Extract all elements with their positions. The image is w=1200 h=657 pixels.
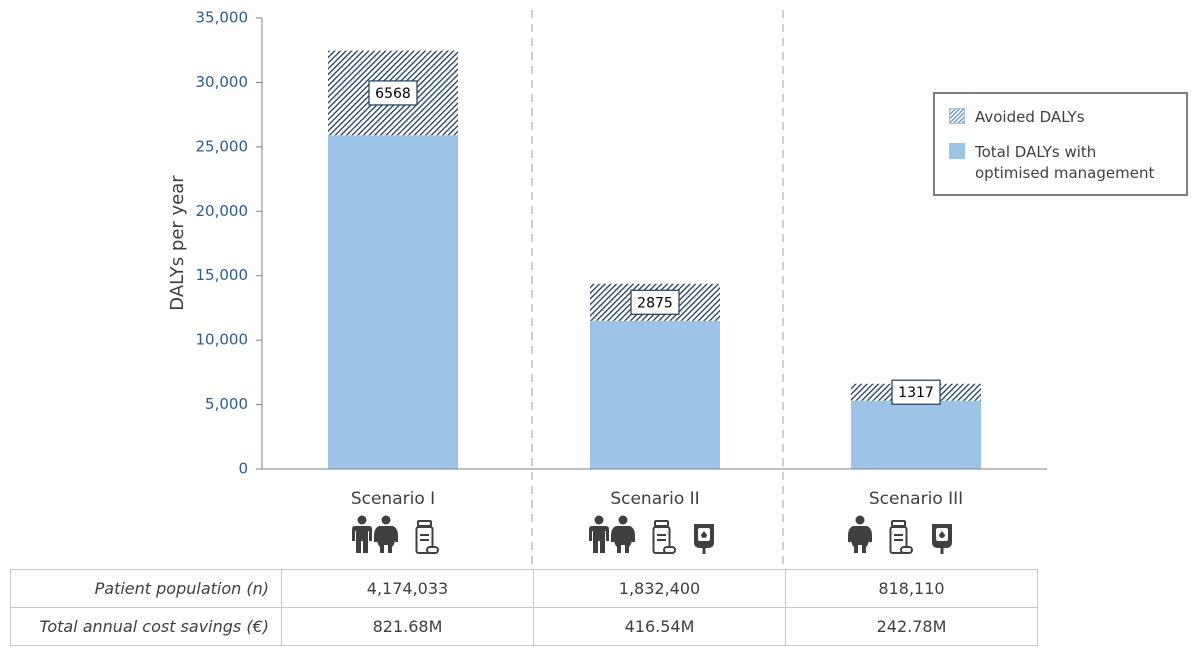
y-axis-title: DALYs per year xyxy=(167,175,188,311)
table-cell: Total annual cost savings (€) xyxy=(10,607,282,646)
table-cell: Patient population (n) xyxy=(10,569,282,608)
table-row: Total annual cost savings (€) 821.68M 416.… xyxy=(10,607,1038,646)
bar-segment xyxy=(328,135,458,469)
legend-label: Avoided DALYs xyxy=(975,108,1085,126)
y-tick-label: 15,000 xyxy=(196,266,249,284)
y-tick-label: 35,000 xyxy=(196,9,249,27)
y-tick-label: 30,000 xyxy=(196,73,249,91)
x-tick-label: Scenario III xyxy=(869,489,963,509)
value-label-box xyxy=(891,379,941,405)
y-tick-label: 10,000 xyxy=(196,331,249,349)
legend: Avoided DALYs Total DALYs with optimised… xyxy=(933,92,1188,196)
bar-segment xyxy=(590,320,720,469)
value-label: 1317 xyxy=(898,385,934,401)
table-cell: 821.68M xyxy=(281,607,534,646)
legend-item: Total DALYs with optimised management xyxy=(949,142,1165,184)
x-tick-label: Scenario II xyxy=(610,489,699,509)
data-table: Patient population (n) 4,174,033 1,832,400… xyxy=(10,569,1038,646)
y-tick-label: 0 xyxy=(238,460,248,478)
y-tick-label: 20,000 xyxy=(196,202,249,220)
table-row: Patient population (n) 4,174,033 1,832,400… xyxy=(10,569,1038,608)
value-label: 6568 xyxy=(375,86,411,102)
value-label-box xyxy=(630,289,680,315)
table-cell: 4,174,033 xyxy=(281,569,534,608)
legend-item: Avoided DALYs xyxy=(949,107,1175,128)
table-cell: 818,110 xyxy=(785,569,1038,608)
value-label-box xyxy=(368,80,418,106)
y-tick-label: 5,000 xyxy=(205,395,248,413)
legend-swatch xyxy=(949,108,965,124)
legend-label: Total DALYs with optimised management xyxy=(975,143,1155,182)
y-tick-label: 25,000 xyxy=(196,137,249,155)
table-cell: 1,832,400 xyxy=(533,569,786,608)
bar-segment xyxy=(851,400,981,469)
table-cell: 416.54M xyxy=(533,607,786,646)
value-label: 2875 xyxy=(637,295,673,311)
table-cell: 242.78M xyxy=(785,607,1038,646)
x-tick-label: Scenario I xyxy=(351,489,435,509)
legend-swatch xyxy=(949,143,965,159)
icons xyxy=(352,515,952,554)
